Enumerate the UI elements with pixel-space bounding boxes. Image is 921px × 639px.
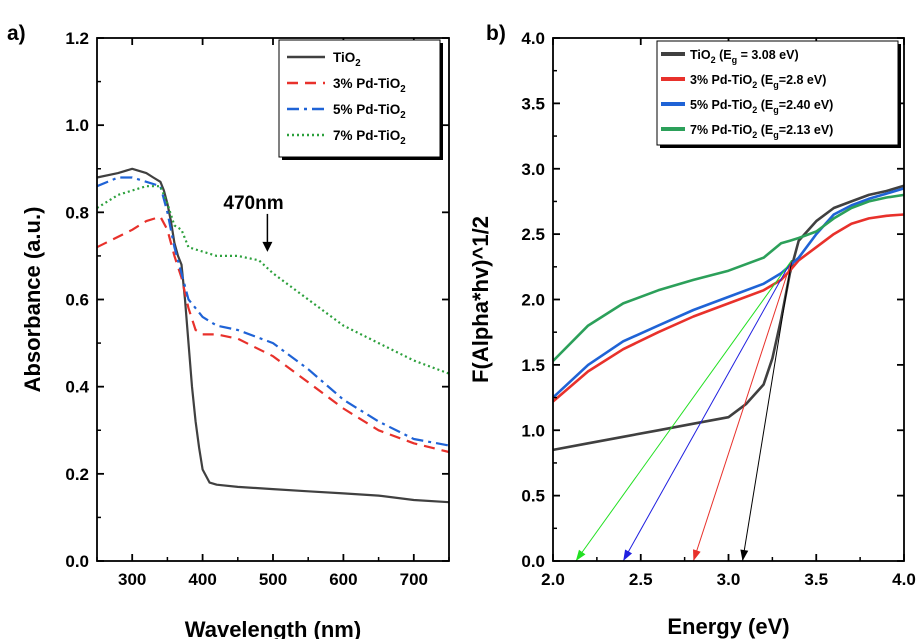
- legend: TiO2 3% Pd-TiO2 5% Pd-TiO2 7% Pd-TiO2: [278, 39, 443, 160]
- annotation-label: 470nm: [223, 193, 283, 214]
- tauc-line-1: [742, 260, 793, 562]
- series-line-2: [96, 215, 450, 454]
- legend-label: 3% Pd-TiO2 (Eg=2.8 eV): [690, 73, 826, 90]
- tauc-arrowhead-2: [693, 549, 701, 561]
- y-tick-label: 0.4: [65, 378, 89, 397]
- x-tick-label: 3.0: [717, 570, 741, 589]
- y-tick-label: 2.0: [521, 291, 545, 310]
- y-tick-label: 3.5: [521, 94, 545, 113]
- legend-box: [278, 39, 441, 158]
- legend-label: 5% Pd-TiO2 (Eg=2.40 eV): [690, 98, 833, 115]
- y-tick-label: 1.5: [521, 356, 545, 375]
- x-axis-label: Wavelength (nm): [185, 617, 361, 639]
- x-tick-label: 2.5: [629, 570, 653, 589]
- tauc-arrowhead-4: [575, 549, 586, 561]
- y-axis-label: F(Alpha*hv)^1/2: [468, 216, 493, 383]
- y-tick-label: 0.5: [521, 487, 545, 506]
- x-tick-label: 700: [400, 570, 428, 589]
- x-tick-label: 4.0: [892, 570, 916, 589]
- y-tick-label: 0.2: [65, 465, 89, 484]
- series-line-2: [552, 213, 905, 403]
- panel-label: a): [7, 22, 26, 45]
- series-line-3: [552, 187, 905, 399]
- x-tick-label: 300: [118, 570, 146, 589]
- x-tick-label: 2.0: [541, 570, 565, 589]
- panel-label: b): [486, 22, 506, 45]
- series-line-4: [96, 185, 450, 375]
- series-line-4: [552, 193, 905, 362]
- legend-label: 5% Pd-TiO2: [333, 102, 406, 121]
- y-tick-label: 1.2: [65, 29, 89, 48]
- y-tick-label: 0.6: [65, 291, 89, 310]
- tauc-arrowhead-3: [623, 549, 633, 561]
- x-tick-label: 400: [188, 570, 216, 589]
- legend: TiO2 (Eg = 3.08 eV) 3% Pd-TiO2 (Eg=2.8 eV…: [656, 40, 901, 148]
- panel-b: 2.0 2.5 3.0 3.5 4.0 0.0 0.5 1.0 1.5 2.0 2.5 3.0 3.5 4…: [468, 22, 916, 639]
- legend-label: TiO2: [333, 50, 361, 69]
- y-axis-label: Absorbance (a.u.): [20, 207, 45, 393]
- tauc-line-4: [575, 259, 793, 562]
- legend-label: TiO2 (Eg = 3.08 eV): [690, 48, 799, 65]
- legend-box: [656, 40, 899, 146]
- y-tick-label: 1.0: [65, 116, 89, 135]
- y-tick-label: 4.0: [521, 29, 545, 48]
- y-tick-label: 0.0: [521, 552, 545, 571]
- x-tick-label: 600: [329, 570, 357, 589]
- legend-label: 7% Pd-TiO2 (Eg=2.13 eV): [690, 123, 833, 140]
- legend-label: 3% Pd-TiO2: [333, 76, 406, 95]
- x-axis-label: Energy (eV): [667, 614, 789, 639]
- y-tick-label: 0.0: [65, 552, 89, 571]
- y-tick-label: 0.8: [65, 203, 89, 222]
- y-tick-label: 1.0: [521, 421, 545, 440]
- x-tick-label: 500: [259, 570, 287, 589]
- panel-a: 300 400 500 600 700 0.0 0.2 0.4 0.6 0.8 1.0 1.2 Wave…: [7, 22, 450, 639]
- series-line-1: [552, 184, 905, 452]
- y-tick-label: 3.0: [521, 160, 545, 179]
- annotation-arrowhead: [262, 241, 273, 252]
- legend-label: 7% Pd-TiO2: [333, 128, 406, 147]
- tauc-line-2: [692, 260, 793, 562]
- tauc-arrowhead-1: [740, 549, 749, 561]
- series-line-1: [96, 167, 450, 504]
- y-tick-label: 2.5: [521, 225, 545, 244]
- series-line-3: [96, 176, 450, 447]
- x-tick-label: 3.5: [804, 570, 828, 589]
- tauc-line-3: [622, 260, 793, 562]
